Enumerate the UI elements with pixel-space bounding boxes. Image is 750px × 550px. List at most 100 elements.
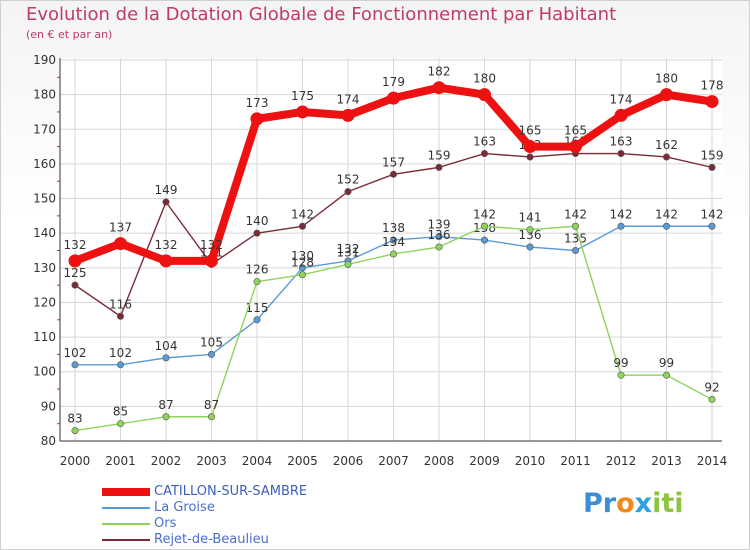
logo-part: iti <box>652 488 684 519</box>
data-point <box>571 222 579 230</box>
data-point <box>435 163 443 171</box>
data-label: 157 <box>382 155 405 169</box>
data-point <box>159 254 173 268</box>
data-point <box>662 371 670 379</box>
legend-swatch <box>102 488 150 496</box>
data-label: 104 <box>155 339 178 353</box>
data-point <box>68 254 82 268</box>
data-label: 142 <box>655 207 678 221</box>
data-label: 138 <box>382 221 405 235</box>
data-point <box>614 108 628 122</box>
data-label: 182 <box>428 65 451 79</box>
data-point <box>432 81 446 95</box>
legend-swatch <box>102 507 150 509</box>
data-point <box>298 271 306 279</box>
data-label: 142 <box>610 207 633 221</box>
data-point <box>523 140 537 154</box>
x-tick-label: 2003 <box>196 454 227 468</box>
data-point <box>296 105 309 119</box>
y-tick-label: 160 <box>33 157 56 171</box>
data-label: 173 <box>246 96 269 110</box>
data-label: 159 <box>428 148 451 162</box>
x-tick-label: 2010 <box>515 454 546 468</box>
y-tick-label: 110 <box>33 330 56 344</box>
data-label: 142 <box>473 207 496 221</box>
data-point <box>389 250 397 258</box>
data-point <box>662 153 670 161</box>
data-label: 142 <box>291 207 314 221</box>
data-point <box>617 371 625 379</box>
x-tick-label: 2001 <box>105 454 136 468</box>
data-label: 134 <box>382 235 405 249</box>
y-tick-label: 140 <box>33 226 56 240</box>
data-point <box>253 278 261 286</box>
data-point <box>162 198 170 206</box>
data-label: 83 <box>67 412 82 426</box>
data-point <box>389 236 397 244</box>
y-tick-label: 100 <box>33 365 56 379</box>
legend-swatch <box>102 523 150 525</box>
data-label: 87 <box>158 398 173 412</box>
data-label: 174 <box>337 92 360 106</box>
x-tick-label: 2011 <box>560 454 591 468</box>
data-point <box>253 229 261 237</box>
data-point <box>480 150 488 158</box>
data-label: 175 <box>291 89 314 103</box>
data-point <box>571 247 579 255</box>
x-tick-label: 2009 <box>469 454 500 468</box>
data-point <box>71 281 79 289</box>
data-label: 105 <box>200 335 223 349</box>
x-tick-label: 2007 <box>378 454 409 468</box>
data-label: 126 <box>246 263 269 277</box>
data-label: 128 <box>291 256 314 270</box>
chart-subtitle: (en € et par an) <box>26 28 113 41</box>
data-point <box>569 140 582 154</box>
data-label: 116 <box>109 297 132 311</box>
x-tick-label: 2014 <box>697 454 728 468</box>
data-point <box>205 254 218 268</box>
y-tick-label: 90 <box>41 399 56 413</box>
logo-part: o <box>616 488 635 519</box>
data-point <box>478 88 491 102</box>
data-point <box>250 112 264 126</box>
proxiti-logo: Proxiti <box>583 488 684 519</box>
data-label: 162 <box>655 138 678 152</box>
data-label: 180 <box>655 72 678 86</box>
y-tick-label: 120 <box>33 295 56 309</box>
data-label: 115 <box>246 301 269 315</box>
data-point <box>480 222 488 230</box>
x-tick-label: 2006 <box>333 454 364 468</box>
data-label: 163 <box>610 135 633 149</box>
y-tick-label: 130 <box>33 261 56 275</box>
data-label: 180 <box>473 72 496 86</box>
data-label: 142 <box>701 207 724 221</box>
data-point <box>71 427 79 435</box>
data-point <box>705 95 719 109</box>
data-point <box>208 413 216 421</box>
legend-label: La Groise <box>154 500 215 515</box>
y-tick-label: 150 <box>33 192 56 206</box>
data-point <box>344 260 352 268</box>
data-label: 165 <box>564 124 587 138</box>
logo-part: x <box>634 488 653 519</box>
x-tick-label: 2008 <box>424 454 455 468</box>
data-point <box>387 91 400 105</box>
data-point <box>117 420 125 428</box>
data-point <box>389 170 397 178</box>
data-point <box>344 188 352 196</box>
data-point <box>298 222 306 230</box>
data-point <box>435 243 443 251</box>
data-point <box>162 413 170 421</box>
data-point <box>253 316 261 324</box>
y-tick-label: 80 <box>41 434 56 448</box>
x-tick-label: 2005 <box>287 454 318 468</box>
data-point <box>708 395 716 403</box>
data-label: 139 <box>428 218 451 232</box>
data-label: 165 <box>519 124 542 138</box>
data-point <box>341 108 355 122</box>
data-point <box>208 350 216 358</box>
data-label: 130 <box>291 249 314 263</box>
data-label: 174 <box>610 92 633 106</box>
data-point <box>526 226 534 234</box>
data-label: 135 <box>564 232 587 246</box>
